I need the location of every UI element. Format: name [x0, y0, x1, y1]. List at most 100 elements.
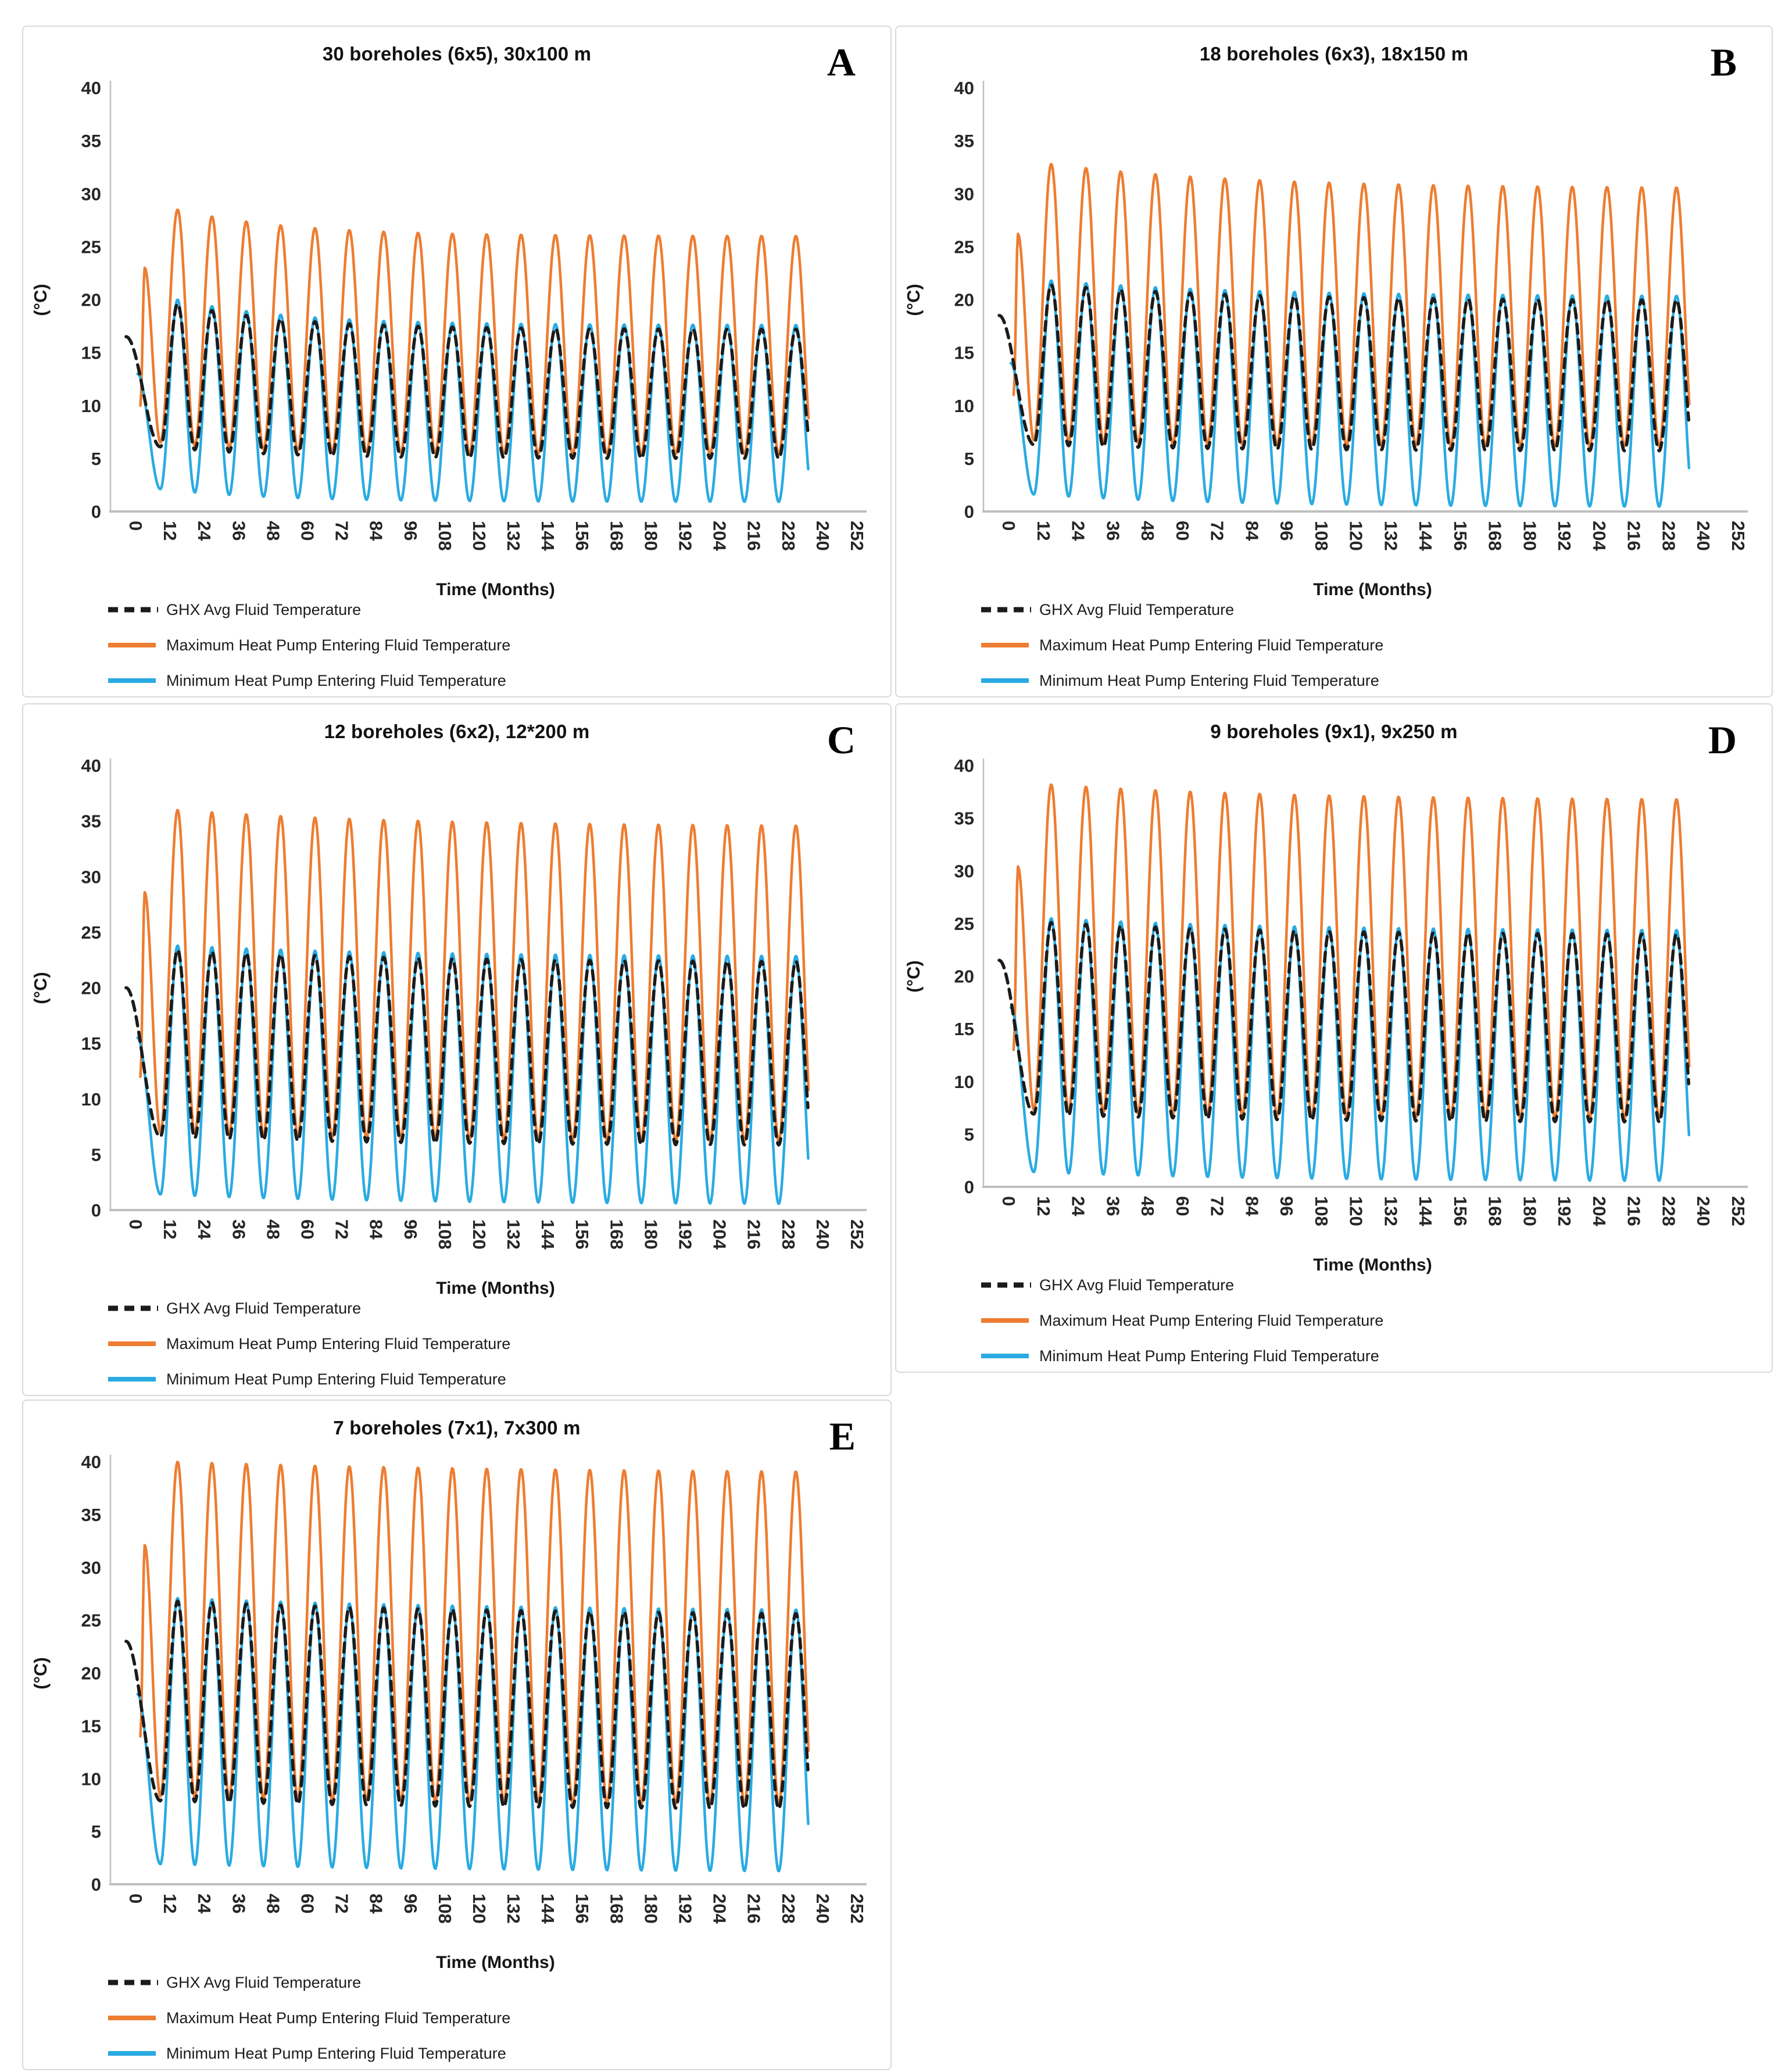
- legend-label: Minimum Heat Pump Entering Fluid Tempera…: [1039, 1347, 1379, 1365]
- x-tick-label: 0: [999, 1196, 1019, 1206]
- legend-item-max: Maximum Heat Pump Entering Fluid Tempera…: [979, 1311, 1383, 1330]
- x-tick-label: 132: [1380, 1196, 1401, 1226]
- x-tick-label: 144: [538, 1894, 558, 1924]
- chart-plot: 0 5 10 15 20 25 30 35 40 0 12 24 36 48 60 72 84 96 108 120 1…: [81, 1452, 867, 1924]
- y-tick-label: 10: [954, 1072, 974, 1092]
- y-tick-label: 35: [81, 131, 101, 151]
- y-tick-label: 10: [81, 1769, 101, 1789]
- x-tick-label: 24: [1068, 1196, 1089, 1216]
- x-tick-label: 96: [400, 1894, 421, 1913]
- x-tick-label: 216: [744, 521, 764, 551]
- x-axis-title: Time (Months): [436, 1953, 555, 1972]
- series-line-avg: [997, 921, 1691, 1124]
- x-tick-label: 252: [847, 521, 867, 551]
- x-tick-label: 24: [194, 1894, 214, 1914]
- legend-item-avg: GHX Avg Fluid Temperature: [106, 600, 510, 620]
- y-tick-label: 5: [964, 449, 974, 469]
- chart-plot: 0 5 10 15 20 25 30 35 40 0 12 24 36 48 60 72 84 96 108 120 1…: [81, 756, 867, 1250]
- y-tick-label: 40: [954, 756, 974, 776]
- x-tick-label: 204: [710, 1894, 730, 1924]
- x-tick-label: 108: [435, 1219, 455, 1250]
- series-group: [124, 1461, 810, 1873]
- series-group: [124, 808, 810, 1205]
- x-tick-label: 0: [999, 521, 1019, 531]
- legend-label: Maximum Heat Pump Entering Fluid Tempera…: [166, 2009, 511, 2027]
- x-tick-label: 240: [1693, 521, 1714, 551]
- x-tick-label: 252: [1728, 1196, 1748, 1226]
- series-line-avg: [124, 1599, 810, 1810]
- y-tick-label: 5: [91, 1144, 101, 1165]
- x-tick-label: 192: [675, 1894, 696, 1924]
- series-line-avg: [124, 302, 810, 460]
- x-tick-label: 204: [710, 1219, 730, 1250]
- x-tick-label: 168: [606, 521, 627, 551]
- legend-label: Maximum Heat Pump Entering Fluid Tempera…: [166, 1334, 511, 1352]
- x-tick-label: 48: [1137, 521, 1158, 541]
- legend-label: GHX Avg Fluid Temperature: [166, 600, 362, 618]
- y-tick-label: 5: [91, 449, 101, 469]
- x-tick-label: 120: [469, 1894, 489, 1924]
- x-tick-label: 204: [1589, 1196, 1609, 1226]
- x-tick-label: 0: [126, 521, 146, 531]
- panel-letter: A: [827, 40, 856, 84]
- x-tick-label: 36: [1103, 521, 1123, 541]
- legend-item-min: Minimum Heat Pump Entering Fluid Tempera…: [979, 1346, 1383, 1366]
- legend-item-avg: GHX Avg Fluid Temperature: [106, 1973, 510, 1992]
- x-tick-label: 204: [1589, 521, 1609, 551]
- x-tick-label: 180: [641, 1894, 661, 1924]
- x-tick-label: 192: [1554, 521, 1575, 551]
- chart-legend: GHX Avg Fluid Temperature Maximum Heat P…: [106, 1973, 510, 2063]
- y-tick-label: 30: [954, 861, 974, 881]
- legend-label: Maximum Heat Pump Entering Fluid Tempera…: [166, 636, 511, 654]
- chart-title: 30 boreholes (6x5), 30x100 m: [322, 43, 592, 65]
- x-tick-label: 180: [641, 521, 661, 551]
- y-tick-label: 20: [81, 978, 101, 999]
- y-tick-label: 40: [954, 78, 974, 98]
- y-tick-label: 5: [964, 1124, 974, 1144]
- y-tick-label: 0: [91, 1874, 101, 1895]
- dashed-line-icon: [108, 1305, 158, 1311]
- legend-label: Maximum Heat Pump Entering Fluid Tempera…: [1039, 636, 1384, 654]
- legend-item-min: Minimum Heat Pump Entering Fluid Tempera…: [106, 2044, 510, 2063]
- x-tick-label: 156: [572, 1894, 592, 1924]
- x-tick-label: 132: [503, 521, 524, 551]
- dashed-line-icon: [108, 1980, 158, 1985]
- y-tick-label: 15: [81, 1033, 101, 1054]
- y-tick-label: 30: [81, 184, 101, 204]
- chart-plot: 0 5 10 15 20 25 30 35 40 0 12 24 36 48 60 72 84 96 108 120 1…: [954, 78, 1748, 551]
- x-tick-label: 120: [1346, 521, 1367, 551]
- x-tick-label: 240: [813, 1219, 833, 1250]
- legend-label: Minimum Heat Pump Entering Fluid Tempera…: [166, 671, 506, 689]
- y-tick-label: 10: [954, 396, 974, 416]
- legend-label: GHX Avg Fluid Temperature: [1039, 1276, 1235, 1294]
- x-tick-label: 84: [366, 1219, 387, 1240]
- x-tick-label: 228: [778, 1219, 799, 1250]
- x-tick-label: 84: [1242, 521, 1262, 541]
- chart-title: 12 boreholes (6x2), 12*200 m: [324, 721, 590, 742]
- x-tick-label: 228: [778, 1894, 799, 1924]
- y-tick-label: 30: [81, 1558, 101, 1578]
- series-line-max: [1012, 783, 1691, 1120]
- legend-item-max: Maximum Heat Pump Entering Fluid Tempera…: [106, 2008, 510, 2028]
- legend-label: GHX Avg Fluid Temperature: [1039, 600, 1235, 618]
- x-tick-label: 36: [228, 1894, 249, 1913]
- x-tick-label: 120: [1346, 1196, 1367, 1226]
- x-tick-label: 72: [1207, 521, 1228, 541]
- x-tick-label: 252: [847, 1894, 867, 1924]
- legend-label: Minimum Heat Pump Entering Fluid Tempera…: [166, 2044, 506, 2062]
- y-tick-label: 35: [954, 808, 974, 829]
- x-tick-label: 156: [1450, 1196, 1471, 1226]
- x-tick-label: 192: [675, 521, 696, 551]
- chart-panel-a: 30 boreholes (6x5), 30x100 m A (°C) Time…: [22, 26, 892, 697]
- panel-letter: E: [829, 1414, 856, 1458]
- series-line-avg: [124, 948, 810, 1147]
- x-tick-label: 168: [606, 1894, 627, 1924]
- x-tick-label: 96: [400, 1219, 421, 1239]
- x-tick-label: 72: [332, 1219, 352, 1239]
- x-tick-label: 84: [366, 1894, 387, 1914]
- y-tick-label: 35: [81, 1505, 101, 1525]
- y-tick-label: 25: [954, 914, 974, 934]
- legend-item-max: Maximum Heat Pump Entering Fluid Tempera…: [106, 635, 510, 655]
- x-tick-label: 36: [228, 1219, 249, 1239]
- legend-item-avg: GHX Avg Fluid Temperature: [106, 1298, 510, 1318]
